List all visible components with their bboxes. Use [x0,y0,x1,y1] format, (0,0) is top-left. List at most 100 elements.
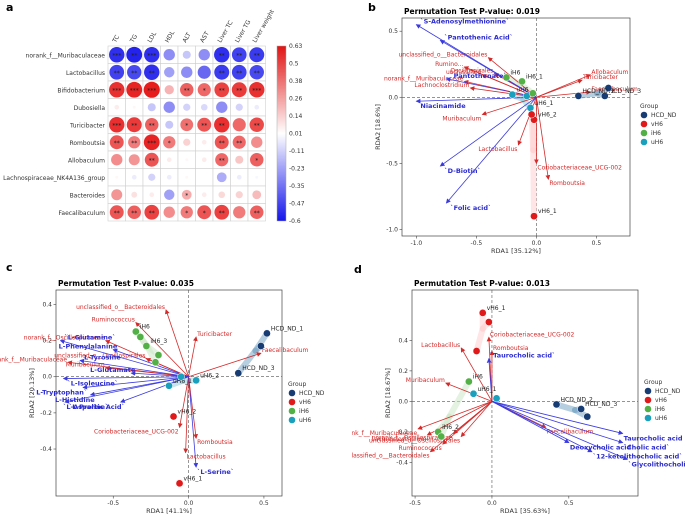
y-tick-label: 0.4 [42,301,52,308]
heatmap-a: a TC TG LDL HDL ALT AST Liver TC Liver TGLiver … [3,1,305,225]
panel-label-a: a [6,1,13,14]
legend-label: iH6 [299,408,309,415]
plot-title: Permutation Test P-value: 0.013 [414,279,550,288]
legend-swatch [640,129,648,137]
sample-point [526,103,535,112]
heatmap-circle [250,205,264,219]
heatmap-circle [233,206,246,219]
heatmap-star: ** [184,87,190,94]
red-vector-label: norank_f__Muribaculaceae [0,356,67,363]
sample-point [485,318,493,326]
heatmap-col-label: LDL [146,30,158,44]
heatmap-circle [183,138,191,146]
sample-label: uH6_1 [534,100,553,107]
sample-label: vH6_1 [184,475,203,482]
heatmap-circle [232,118,246,132]
red-vector [188,336,198,377]
red-vector-label: Allobaculum [591,69,628,76]
blue-vector-label: `L-Proline` [69,403,108,411]
heatmap-star: ** [149,70,155,77]
colorbar [276,45,287,222]
sample-point [577,405,585,413]
heatmap-star: ** [131,52,137,59]
heatmap-circle [144,47,160,63]
plot-frame [401,17,631,237]
heatmap-col-label: AST [199,30,211,44]
legend-swatch [640,120,648,128]
legend-label: iH6 [651,130,661,137]
colorbar-tick: 0.26 [289,96,303,103]
red-vector-label: Ruminococcus [399,445,442,452]
heatmap-star: ** [219,122,225,129]
colorbar-tick: 0.38 [289,78,303,85]
legend-label: vH6 [299,399,311,406]
heatmap-circle [231,64,247,80]
blue-vector [64,376,189,404]
plot-frame [411,289,639,497]
sample-point [465,377,473,386]
colorbar-tick: -0.23 [289,166,305,173]
red-vector [536,89,592,98]
heatmap-star: * [168,140,171,147]
heatmap-circle [109,135,124,150]
rda-plot-b: b Permutation Test P-value: 0.019 -1.0 -0.… [368,1,677,255]
sample-label: HCD_ND_2 [582,88,614,95]
heatmap-circle [181,189,192,200]
heatmap-circle [115,175,119,179]
heatmap-circle [200,103,208,111]
red-vector-label: Coriobacteriaceae_UCG-002 [94,428,179,435]
heatmap-circle [144,152,159,167]
heatmap-circle [127,65,142,80]
heatmap-circle [249,65,264,80]
red-vector-label: unclassified [446,69,482,76]
sample-point [169,412,178,421]
legend-label: iH6 [655,406,665,413]
heatmap-star: * [203,210,206,217]
blue-vector [491,401,624,444]
red-vector [442,401,493,445]
x-tick-label: 0.5 [564,500,574,507]
red-vector [417,401,493,430]
sample-point [502,73,511,82]
heatmap-circle [214,117,230,133]
y-axis-label: RDA2 [20.13%] [28,368,36,418]
sample-label: uH6 [516,87,528,94]
blue-vector [486,357,493,402]
plot-frame [55,289,283,497]
heatmap-circle [235,191,243,199]
red-vector [460,347,493,402]
legend-swatch [640,111,648,119]
x-axis-label: RDA1 [41.1%] [146,507,192,515]
heatmap-star: ** [201,122,207,129]
heatmap-star: ** [149,210,155,217]
legend-swatch [288,398,296,406]
heatmap-star: *** [112,122,121,129]
heatmap-circle [181,66,193,78]
red-vector-label: unclassified_o__Bacteroidales [76,304,165,311]
red-vector-label: Romboutsia [549,180,585,187]
heatmap-star: ** [131,140,137,147]
blue-vector-label: `L-Glutamine` [65,334,116,342]
sample-label: vH6_1 [487,305,506,312]
legend-label: uH6 [651,139,663,146]
blue-vector-label: `D-Biotin` [444,167,480,175]
sample-label: iH6_2 [442,424,459,431]
heatmap-circle [201,139,207,145]
heatmap-star: * [255,157,258,164]
sample-point [600,92,609,100]
heatmap-star: ** [219,70,225,77]
heatmap-circle [180,83,194,97]
sample-point [263,329,271,338]
heatmap-star: ** [131,210,137,217]
heatmap-circle [109,82,125,98]
heatmap-col-label: HDL [164,29,177,44]
heatmap-circle [236,174,242,180]
blue-vector-label: `Folic acid` [450,204,491,212]
heatmap-circle [163,101,175,113]
red-vector-label: Muribaculum [442,115,481,122]
heatmap-circle [214,64,230,80]
heatmap-star: ** [149,157,155,164]
blue-vector-label: Niacinamide [420,102,466,110]
red-vector-label: Coriobacteriaceae_UCG-002 [537,164,622,171]
y-tick-label: -1.0 [386,226,398,233]
